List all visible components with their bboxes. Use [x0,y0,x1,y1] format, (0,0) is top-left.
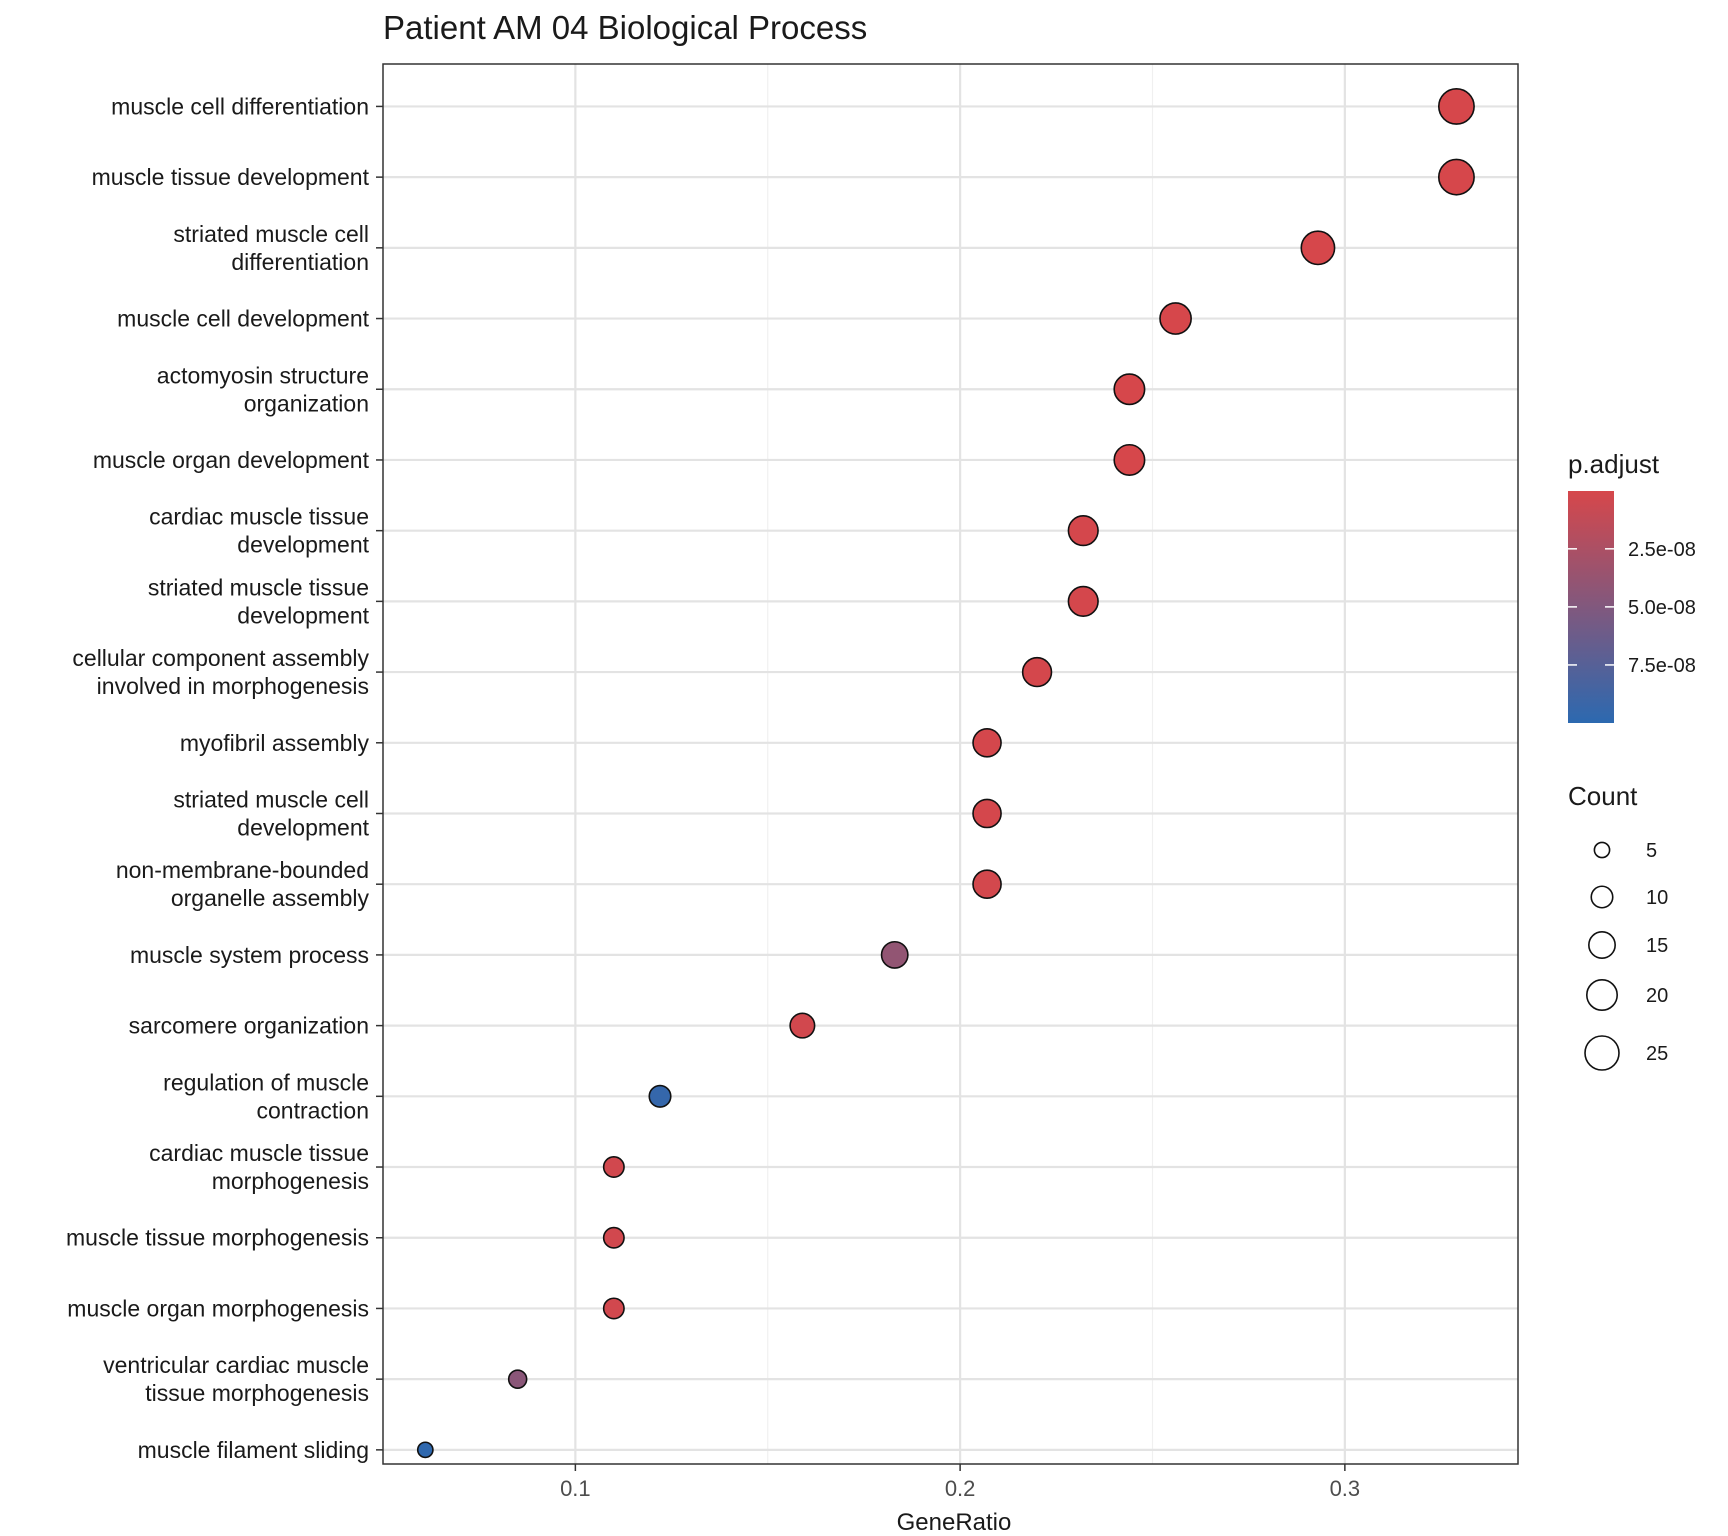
data-point [602,1156,625,1179]
data-point [602,1226,625,1249]
data-point [972,798,1002,829]
size-legend-circle [1588,931,1616,959]
y-tick-label: muscle filament sliding [138,1437,369,1463]
x-tick-label: 0.2 [945,1476,976,1501]
y-tick-label: sarcomere organization [129,1013,369,1039]
x-axis-label: GeneRatio [897,1509,1012,1536]
size-legend-circle [1586,978,1619,1011]
data-point [1067,585,1099,617]
x-axis: 0.1 0.2 0.3 [560,1464,1360,1501]
size-legend-label: 10 [1646,887,1668,909]
color-legend-tick-label: 7.5e-08 [1628,655,1696,677]
y-tick-label: muscle tissue development [92,164,370,190]
color-legend-ticks: 2.5e-08 5.0e-08 7.5e-08 [1568,539,1696,677]
data-point [972,727,1002,758]
y-tick-label: cardiac muscle tissue development [149,504,369,558]
data-point [648,1084,672,1108]
data-point [507,1369,528,1389]
y-axis: muscle cell differentiation muscle tissue… [66,93,383,1463]
size-legend-label: 20 [1646,985,1668,1007]
y-tick-label: muscle system process [130,942,369,968]
size-legend-circle [1590,885,1614,909]
data-point [416,1441,434,1459]
color-legend-title: p.adjust [1568,449,1660,479]
color-legend-tick-label: 5.0e-08 [1628,597,1696,619]
data-point [1021,656,1053,688]
size-legend-title: Count [1568,781,1638,811]
y-tick-label: non-membrane-bounded organelle assembly [116,857,370,911]
y-tick-label: muscle organ development [93,447,370,473]
y-tick-label: ventricular cardiac muscle tissue morphog… [103,1352,369,1406]
y-tick-label: striated muscle cell differentiation [173,221,369,275]
data-point [972,869,1002,900]
y-tick-label: muscle cell differentiation [111,93,369,119]
y-tick-label: regulation of muscle contraction [163,1069,369,1123]
data-point [1067,515,1099,547]
y-tick-label: striated muscle tissue development [148,574,370,628]
data-point [1113,443,1146,476]
size-legend-circle [1584,1035,1620,1071]
size-legend: Count 5 10 15 20 25 [1568,781,1668,1071]
grid [382,64,1518,1464]
data-point [880,940,909,969]
x-tick-label: 0.1 [560,1476,591,1501]
y-tick-label: muscle tissue morphogenesis [66,1225,369,1251]
data-point [1300,230,1336,266]
color-legend: p.adjust 2.5e-08 5.0e-08 7.5e-08 [1568,449,1696,723]
y-tick-label: cardiac muscle tissue morphogenesis [149,1140,369,1194]
color-legend-tick-label: 2.5e-08 [1628,539,1696,561]
data-point [602,1297,625,1320]
y-tick-label: cellular component assembly involved in m… [72,645,369,699]
points [416,87,1475,1459]
y-tick-label: muscle cell development [117,306,369,332]
y-tick-label: muscle organ morphogenesis [67,1295,369,1321]
data-point [789,1012,816,1039]
data-point [1437,158,1475,196]
y-tick-label: myofibril assembly [180,730,370,756]
data-point [1113,373,1146,406]
data-point [1159,302,1192,335]
size-legend-label: 25 [1646,1043,1668,1065]
panel-border [382,63,1519,1465]
y-tick-label: striated muscle cell development [173,786,369,840]
x-tick-label: 0.3 [1330,1476,1361,1501]
data-point [1437,87,1475,125]
chart-title: Patient AM 04 Biological Process [383,9,867,46]
y-tick-label: actomyosin structure organization [157,362,369,416]
size-legend-items: 5 10 15 20 25 [1584,840,1668,1071]
size-legend-label: 5 [1646,840,1657,862]
size-legend-circle [1593,841,1611,859]
size-legend-label: 15 [1646,935,1668,957]
